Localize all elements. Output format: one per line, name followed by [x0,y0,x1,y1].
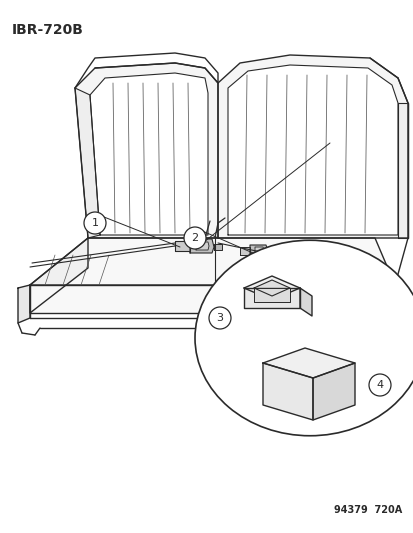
Ellipse shape [195,240,413,436]
Polygon shape [218,55,407,238]
Text: 3: 3 [216,313,223,323]
Text: 2: 2 [191,233,198,243]
Polygon shape [254,247,263,254]
Text: 4: 4 [375,380,382,390]
Circle shape [368,374,390,396]
Polygon shape [214,244,221,250]
Circle shape [209,307,230,329]
Polygon shape [299,288,311,316]
Polygon shape [267,249,277,255]
Polygon shape [254,280,289,296]
Text: 94379  720A: 94379 720A [333,505,401,515]
Text: IBR-720B: IBR-720B [12,23,84,37]
Polygon shape [30,285,394,313]
Polygon shape [30,238,394,285]
Polygon shape [243,288,299,308]
Circle shape [183,227,206,249]
Circle shape [84,212,106,234]
Polygon shape [243,276,299,300]
Text: 1: 1 [91,218,98,228]
Polygon shape [254,288,289,302]
Polygon shape [228,65,397,235]
Polygon shape [312,363,354,420]
Polygon shape [75,88,100,238]
Polygon shape [90,73,207,235]
Polygon shape [18,285,30,323]
Polygon shape [30,238,88,313]
Polygon shape [262,348,354,378]
Polygon shape [75,63,218,238]
Polygon shape [190,239,214,253]
Polygon shape [262,363,312,420]
Polygon shape [397,103,407,238]
Polygon shape [195,242,209,250]
Polygon shape [249,245,267,257]
Polygon shape [240,247,249,255]
Polygon shape [175,241,190,251]
